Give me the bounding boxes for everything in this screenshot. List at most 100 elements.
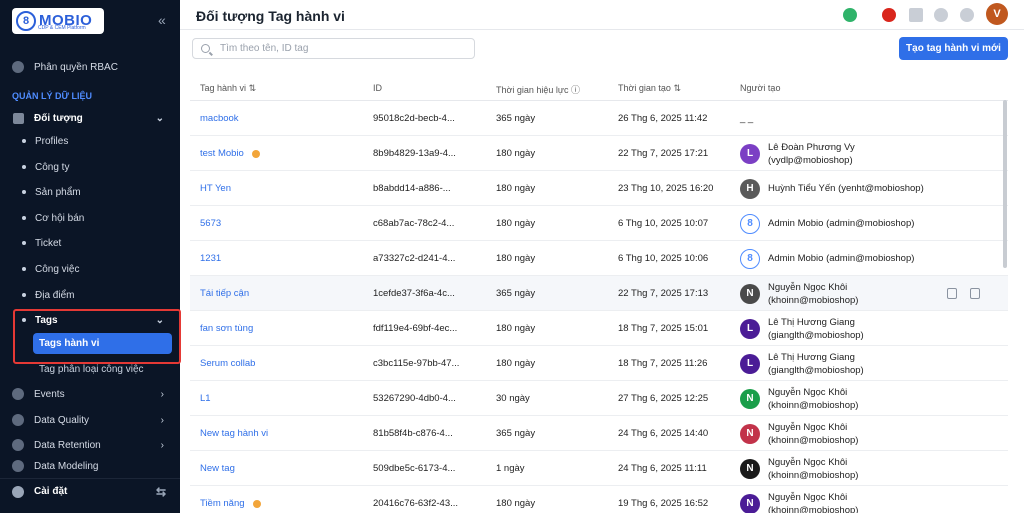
search-input[interactable]: Tìm theo tên, ID tag [192, 38, 475, 59]
tag-name-link[interactable]: New tag hành vi [200, 416, 268, 451]
sidebar-item-rbac[interactable]: Phân quyền RBAC [0, 56, 180, 78]
sidebar-item-label: Data Modeling [34, 460, 99, 472]
info-icon: ⓘ [570, 85, 580, 95]
tag-created-at: 22 Thg 7, 2025 17:13 [618, 288, 709, 299]
sidebar-section-title: QUẢN LÝ DỮ LIỆU [12, 91, 92, 101]
box-icon [13, 112, 24, 124]
tag-id: 509dbe5c-6173-4... [373, 463, 456, 474]
creator-name: Admin Mobio (admin@mobioshop) [768, 217, 914, 230]
sidebar-item-profiles[interactable]: Profiles [0, 130, 180, 152]
edit-icon[interactable] [947, 288, 957, 299]
tag-created-at: 23 Thg 10, 2025 16:20 [618, 183, 714, 194]
table-row[interactable]: New tag 509dbe5c-6173-4... 1 ngày 24 Thg 6,… [190, 451, 1008, 486]
table-row[interactable]: test Mobio 8b9b4829-13a9-4... 180 ngày 22 T… [190, 136, 1008, 171]
tag-name-link[interactable]: L1 [200, 381, 211, 416]
creator-line: Lê Thị Hương Giang [768, 316, 855, 328]
tag-created-at: 22 Thg 7, 2025 17:21 [618, 148, 709, 159]
bullet-icon [22, 216, 26, 220]
highlight-frame [13, 309, 181, 364]
sidebar-item-label: Ticket [35, 237, 62, 249]
table-scrollbar[interactable] [1003, 100, 1007, 268]
tag-validity: 180 ngày [496, 183, 536, 194]
sidebar-item-locations[interactable]: Địa điểm [0, 284, 180, 306]
book-icon[interactable] [909, 8, 923, 22]
table-row[interactable]: L1 53267290-4db0-4... 30 ngày 27 Thg 6, 202… [190, 381, 1008, 416]
tag-name-link[interactable]: test Mobio [200, 136, 260, 171]
vietnam-flag-icon[interactable] [882, 8, 896, 22]
swap-icon[interactable]: ⇆ [155, 484, 166, 499]
tag-name-link[interactable]: Serum collab [200, 346, 255, 381]
tag-name: Tiềm năng [200, 498, 245, 509]
table-row[interactable]: New tag hành vi 81b58f4b-c876-4... 365 ngà… [190, 416, 1008, 451]
column-header-created[interactable]: Thời gian tạo ⇅ [618, 83, 681, 93]
sidebar-item-data-modeling[interactable]: Data Modeling [0, 459, 180, 473]
table-row[interactable]: macbook 95018c2d-becb-4... 365 ngày 26 Thg … [190, 101, 1008, 136]
tag-name-link[interactable]: Tiềm năng [200, 486, 261, 513]
table-row[interactable]: Tái tiếp cận 1cefde37-3f6a-4c... 365 ngày 2… [190, 276, 1008, 311]
sidebar-item-company[interactable]: Công ty [0, 156, 180, 178]
status-icon[interactable] [843, 8, 857, 22]
create-tag-button[interactable]: Tạo tag hành vi mới [899, 37, 1008, 60]
user-avatar[interactable]: V [986, 3, 1008, 25]
sidebar-item-tags[interactable]: Tags ⌄ [0, 309, 180, 331]
page-title: Đối tượng Tag hành vi [196, 8, 345, 24]
tag-validity: 180 ngày [496, 358, 536, 369]
bell-icon[interactable] [960, 8, 974, 22]
creator-cell: N Nguyễn Ngọc Khôi (khoinn@mobioshop) [740, 416, 858, 451]
sidebar-item-data-retention[interactable]: Data Retention › [0, 434, 180, 456]
tag-id: c68ab7ac-78c2-4... [373, 218, 455, 229]
settings-label: Cài đặt [34, 486, 68, 497]
creator-cell: H Huỳnh Tiểu Yến (yenht@mobioshop) [740, 171, 924, 206]
sidebar-item-behavior-tags[interactable]: Tags hành vi [33, 333, 172, 354]
bullet-icon [22, 165, 26, 169]
sidebar-item-deals[interactable]: Cơ hội bán [0, 207, 180, 229]
creator-email: (khoinn@mobioshop) [768, 504, 859, 513]
logo-icon: 8 [16, 11, 36, 31]
table-row[interactable]: Serum collab c3bc115e-97bb-47... 180 ngày 1… [190, 346, 1008, 381]
help-icon[interactable] [934, 8, 948, 22]
tag-created-at: 26 Thg 6, 2025 11:42 [618, 113, 708, 124]
creator-email: (khoinn@mobioshop) [768, 294, 859, 306]
creator-cell: L Lê Đoàn Phương Vy (vydlp@mobioshop) [740, 136, 855, 171]
column-header-tag[interactable]: Tag hành vi ⇅ [200, 83, 257, 93]
table-row[interactable]: Tiềm năng 20416c76-63f2-43... 180 ngày 19 T… [190, 486, 1008, 513]
events-icon [12, 388, 24, 400]
tag-name-link[interactable]: Tái tiếp cận [200, 276, 249, 311]
search-placeholder: Tìm theo tên, ID tag [220, 43, 309, 54]
sidebar-item-task-tags[interactable]: Tag phân loại công việc [39, 364, 144, 375]
tag-name-link[interactable]: HT Yen [200, 171, 231, 206]
bullet-icon [22, 190, 26, 194]
creator-avatar: N [740, 283, 760, 304]
mobio-logo[interactable]: 8 MOBIO CDP & CEM Platform [12, 8, 104, 34]
table-row[interactable]: 1231 a73327c2-d241-4... 180 ngày 6 Thg 10, … [190, 241, 1008, 276]
sidebar-item-tasks[interactable]: Công việc [0, 258, 180, 280]
tag-name-link[interactable]: fan sơn tùng [200, 311, 253, 346]
tag-name-link[interactable]: 5673 [200, 206, 221, 241]
creator-name: Nguyễn Ngọc Khôi (khoinn@mobioshop) [768, 386, 858, 412]
creator-name: Nguyễn Ngọc Khôi (khoinn@mobioshop) [768, 491, 858, 513]
sort-icon: ⇅ [248, 83, 257, 93]
collapse-sidebar-icon[interactable]: « [158, 12, 166, 28]
tag-validity: 180 ngày [496, 218, 536, 229]
creator-avatar: L [740, 143, 760, 164]
sidebar-item-products[interactable]: Sản phẩm [0, 181, 180, 203]
copy-icon[interactable] [970, 288, 980, 299]
sidebar-item-objects[interactable]: Đối tượng ⌄ [0, 107, 180, 129]
sidebar-item-events[interactable]: Events › [0, 383, 180, 405]
tag-name-link[interactable]: New tag [200, 451, 235, 486]
tag-name-link[interactable]: 1231 [200, 241, 221, 276]
creator-avatar: 8 [740, 248, 760, 269]
sidebar-item-data-quality[interactable]: Data Quality › [0, 409, 180, 431]
logo-subtitle: CDP & CEM Platform [38, 25, 86, 31]
tag-name-link[interactable]: macbook [200, 101, 239, 136]
sidebar-settings[interactable]: Cài đặt ⇆ [0, 478, 180, 504]
table-row[interactable]: 5673 c68ab7ac-78c2-4... 180 ngày 6 Thg 10, … [190, 206, 1008, 241]
creator-cell: N Nguyễn Ngọc Khôi (khoinn@mobioshop) [740, 486, 858, 513]
tag-name: L1 [200, 393, 211, 404]
table-row[interactable]: HT Yen b8abdd14-a886-... 180 ngày 23 Thg 10… [190, 171, 1008, 206]
user-icon [252, 499, 261, 508]
sidebar-item-ticket[interactable]: Ticket [0, 232, 180, 254]
tag-created-at: 18 Thg 7, 2025 15:01 [618, 323, 709, 334]
tag-id: 1cefde37-3f6a-4c... [373, 288, 455, 299]
table-row[interactable]: fan sơn tùng fdf119e4-69bf-4ec... 180 ngày… [190, 311, 1008, 346]
